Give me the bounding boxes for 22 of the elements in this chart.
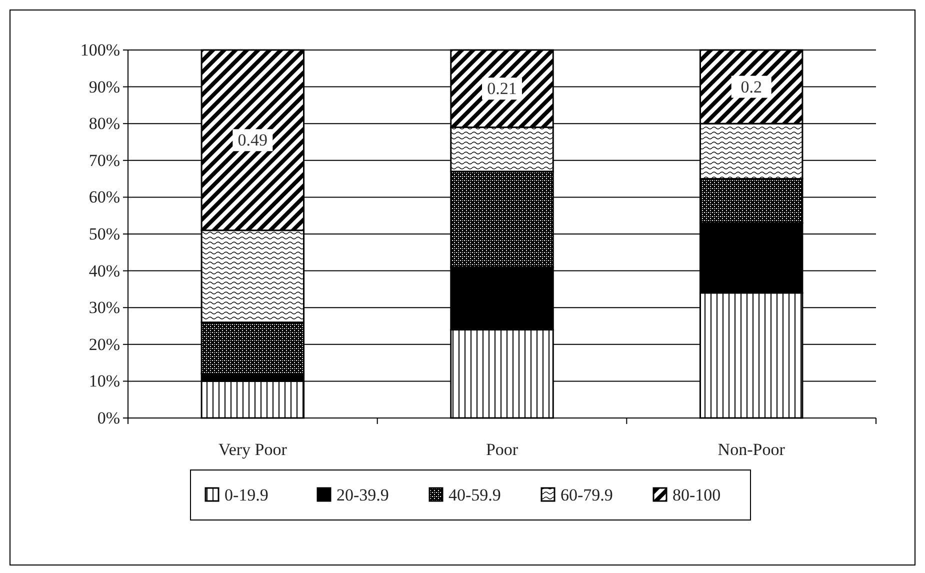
x-tick-label: Poor [486,440,518,459]
x-tick-label: Very Poor [218,440,288,459]
y-tick-label: 70% [88,150,120,170]
y-tick-label: 10% [88,372,120,391]
data-label: 0.2 [740,77,762,96]
y-tick-label: 100% [80,40,120,60]
y-tick-label: 50% [88,224,120,244]
x-tick-label: Non-Poor [718,440,786,459]
y-tick-label: 0% [97,408,120,428]
legend-label: 0-19.9 [224,486,268,504]
data-label: 0.21 [487,79,517,98]
legend-label: 20-39.9 [336,486,389,504]
y-tick-label: 80% [88,114,120,134]
legend-label: 80-100 [672,486,721,504]
legend-label: 60-79.9 [560,486,613,504]
data-label: 0.49 [238,130,268,150]
y-tick-label: 20% [88,334,120,354]
y-tick-label: 30% [88,298,120,318]
legend-label: 40-59.9 [448,486,501,504]
y-tick-label: 60% [88,188,120,207]
y-tick-label: 90% [88,77,120,96]
y-tick-label: 40% [88,261,120,280]
